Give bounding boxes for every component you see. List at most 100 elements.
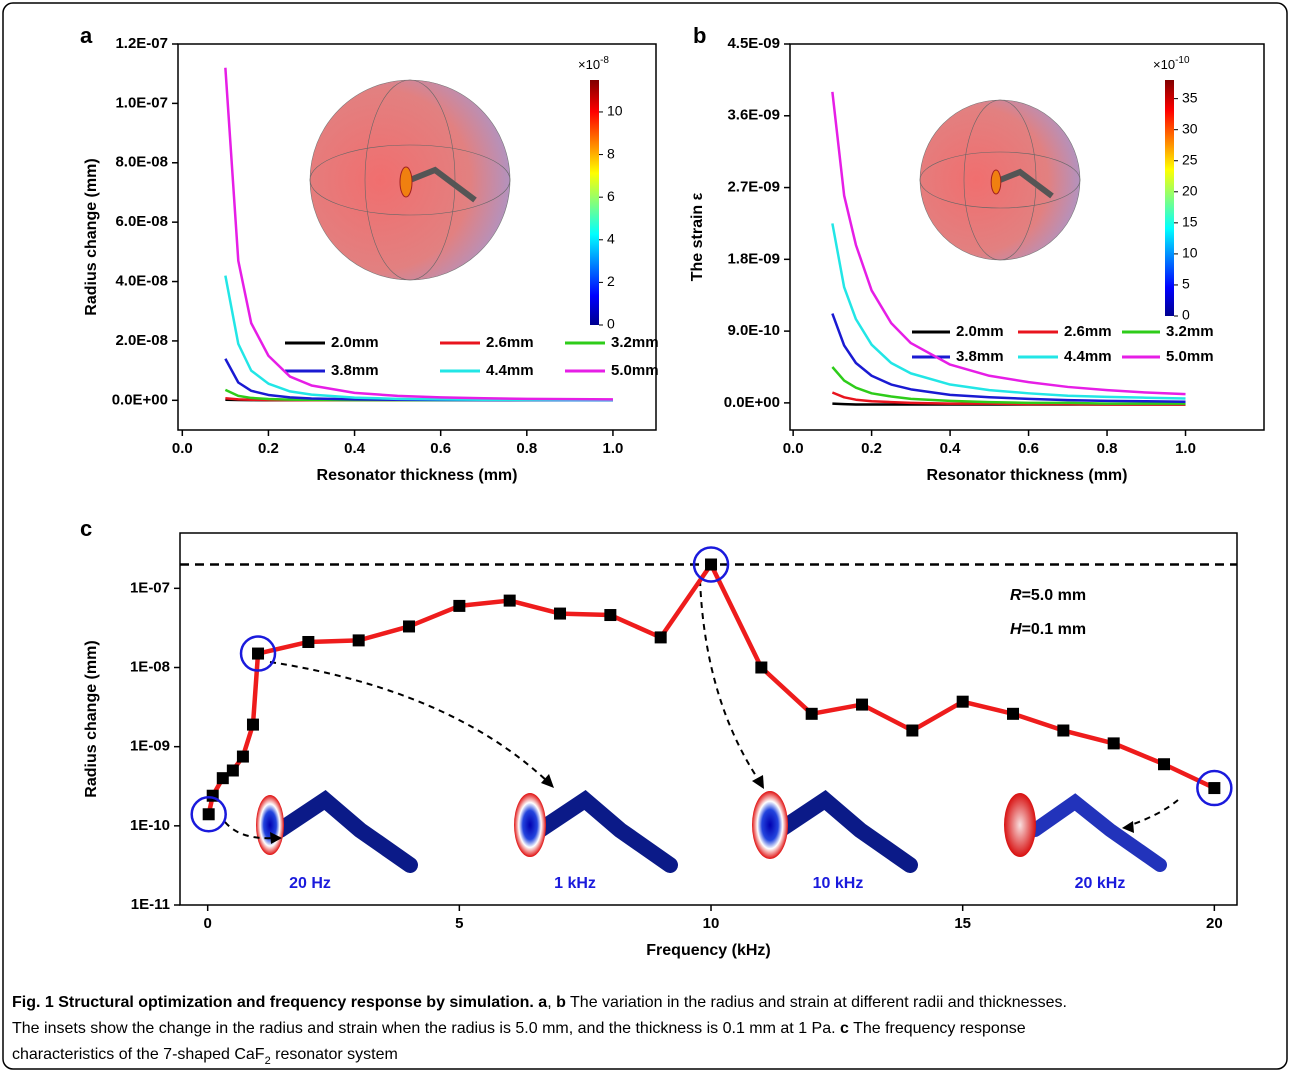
caption-segment: resonator system — [271, 1046, 398, 1063]
inset-label: 1 kHz — [554, 875, 596, 892]
legend-label: 4.4mm — [486, 362, 534, 379]
data-point — [654, 631, 667, 644]
series-line — [224, 358, 613, 402]
data-point — [246, 718, 259, 731]
y-tick-label: 1E-11 — [131, 896, 170, 913]
annotation-symbol: R — [1010, 587, 1022, 604]
sphere-equator — [919, 151, 1081, 209]
y-axis-title: Radius change (mm) — [83, 640, 100, 797]
inset-label: 10 kHz — [813, 875, 864, 892]
resonator-disc — [399, 166, 413, 198]
legend-label: 2.6mm — [1064, 323, 1112, 340]
x-tick-label: 0.8 — [1097, 440, 1118, 457]
colorbar — [590, 80, 599, 325]
colorbar-tick-label: 35 — [1182, 89, 1198, 105]
colorbar-tick-label: 4 — [607, 230, 615, 246]
panel-label: b — [693, 23, 706, 48]
y-tick-label: 1.2E-07 — [115, 35, 168, 52]
plot-frame — [179, 532, 1238, 906]
x-tick-label: 0.4 — [344, 440, 366, 457]
legend-label: 5.0mm — [611, 362, 659, 379]
series-line — [224, 275, 613, 402]
colorbar-tick-label: 20 — [1182, 182, 1198, 198]
x-tick-label: 10 — [703, 915, 720, 932]
y-axis-title: Radius change (mm) — [83, 158, 100, 315]
arrow-heads — [270, 774, 1134, 844]
colorbar-tick-label: 15 — [1182, 214, 1198, 230]
colorbar-tick-label: 8 — [607, 145, 615, 161]
x-tick-label: 0.0 — [172, 440, 193, 457]
caption-segment: , — [547, 994, 556, 1011]
inset-label: 20 kHz — [1075, 875, 1126, 892]
sphere-equator — [309, 144, 511, 216]
y-tick-label: 8.0E-08 — [115, 154, 168, 171]
x-tick-label: 0.6 — [430, 440, 451, 457]
caption-segment: a — [534, 994, 547, 1011]
colorbar-tick-label: 25 — [1182, 151, 1198, 167]
series-line — [831, 313, 1186, 403]
caption-segment: Fig. 1 Structural optimization and frequ… — [12, 994, 534, 1011]
x-tick-label: 0.0 — [783, 440, 804, 457]
data-point — [956, 695, 969, 708]
panel-label: c — [80, 516, 92, 541]
x-tick-label: 20 — [1206, 915, 1223, 932]
data-point — [352, 634, 365, 647]
x-axis-title: Resonator thickness (mm) — [317, 467, 518, 484]
data-point — [226, 764, 239, 777]
data-point — [453, 599, 466, 612]
y-tick-label: 1E-10 — [130, 817, 170, 834]
x-tick-label: 0.4 — [940, 440, 962, 457]
annotation: H=0.1 mm — [1010, 621, 1086, 638]
x-tick-label: 0.2 — [861, 440, 882, 457]
data-point — [236, 750, 249, 763]
y-tick-label: 2.7E-09 — [727, 179, 780, 196]
data-point — [554, 607, 567, 620]
x-tick-label: 0.2 — [258, 440, 279, 457]
resonator-disc — [990, 169, 1002, 195]
colorbar-tick-label: 10 — [1182, 245, 1198, 261]
caption-segment: characteristics of the 7-shaped CaF — [12, 1046, 265, 1063]
caption-segment: c — [840, 1020, 849, 1037]
colorbar-tick-label: 10 — [607, 103, 623, 119]
legend-label: 2.6mm — [486, 334, 534, 351]
plot-frame — [789, 43, 1265, 431]
y-tick-label: 4.0E-08 — [115, 273, 168, 290]
annotation-text: =5.0 mm — [1022, 587, 1086, 604]
data-point — [1158, 758, 1171, 771]
data-point — [604, 609, 617, 622]
caption-line: The insets show the change in the radius… — [12, 1020, 1026, 1037]
series-line — [831, 366, 1186, 405]
x-axis-title: Resonator thickness (mm) — [927, 467, 1128, 484]
series-line — [831, 91, 1186, 396]
data-point — [1107, 737, 1120, 750]
caption-segment: The insets show the change in the radius… — [12, 1020, 840, 1037]
legend-label: 2.0mm — [956, 323, 1004, 340]
y-tick-label: 0.0E+00 — [724, 394, 780, 411]
legend-label: 5.0mm — [1166, 348, 1214, 365]
multiplier-base: ×10 — [1153, 57, 1175, 72]
y-tick-label: 0.0E+00 — [112, 391, 168, 408]
data-point — [403, 620, 416, 633]
data-point — [856, 698, 869, 711]
legend-label: 2.0mm — [331, 334, 379, 351]
y-tick-label: 6.0E-08 — [115, 213, 168, 230]
caption-segment: The frequency response — [849, 1020, 1026, 1037]
x-tick-label: 0.8 — [516, 440, 537, 457]
data-point — [252, 647, 265, 660]
multiplier-exponent: -10 — [1175, 55, 1190, 66]
caption-segment: The variation in the radius and strain a… — [566, 994, 1067, 1011]
x-tick-label: 1.0 — [603, 440, 624, 457]
data-point — [1057, 724, 1070, 737]
x-tick-label: 1.0 — [1175, 440, 1196, 457]
data-point — [1208, 782, 1221, 795]
legend-label: 3.2mm — [1166, 323, 1214, 340]
y-tick-label: 1E-09 — [130, 738, 170, 755]
y-tick-label: 4.5E-09 — [727, 35, 780, 52]
resonator-rod — [998, 168, 1054, 199]
data-point — [705, 558, 718, 571]
colorbar-tick-label: 2 — [607, 273, 615, 289]
data-point — [302, 635, 315, 648]
caption-segment: 2 — [265, 1055, 271, 1067]
